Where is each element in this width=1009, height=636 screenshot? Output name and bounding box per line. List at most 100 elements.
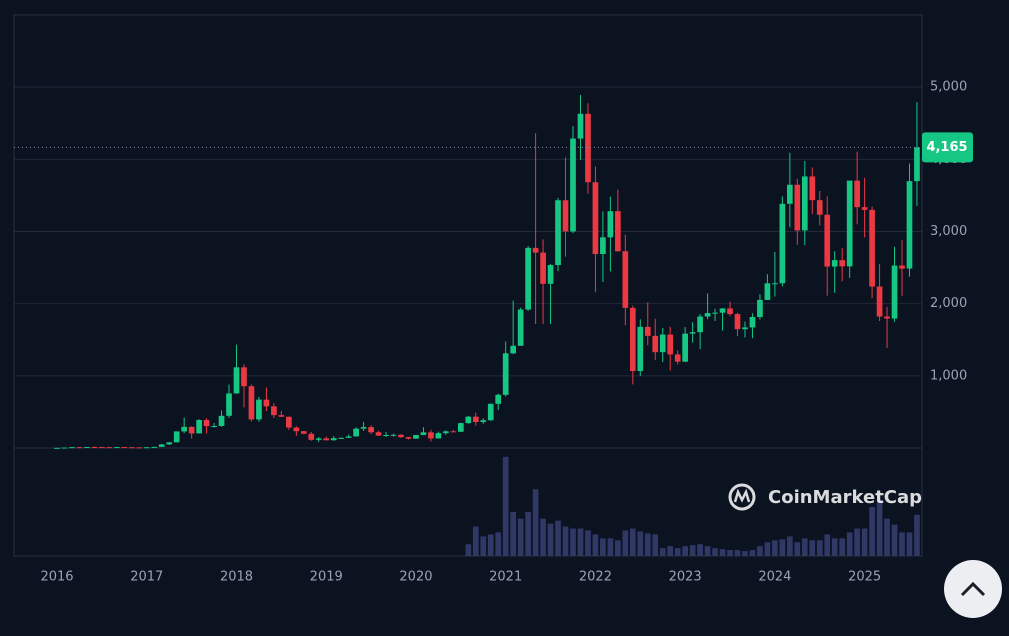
candle-body (457, 423, 464, 432)
candle-body (338, 437, 345, 439)
x-tick-label: 2021 (489, 570, 522, 585)
candle-body (577, 113, 584, 139)
volume-bar (876, 500, 883, 556)
candle-body (121, 447, 128, 449)
x-tick-label: 2020 (399, 570, 432, 585)
candle-body (592, 182, 599, 255)
volume-bar (869, 506, 875, 556)
candle-body (869, 209, 875, 287)
candle-body (749, 317, 756, 328)
volume-bar (592, 534, 599, 556)
candle-body (345, 436, 352, 438)
candle-body (861, 207, 868, 210)
candle-body (674, 354, 681, 362)
candle-body (615, 211, 621, 252)
candle-body (472, 416, 479, 423)
candle-body (719, 308, 726, 313)
candle-body (495, 394, 502, 404)
y-tick-label: 3,000 (930, 224, 967, 239)
x-tick-label: 2016 (40, 570, 73, 585)
candle-body (443, 431, 449, 434)
candle-body (465, 416, 472, 424)
volume-bar (749, 550, 756, 556)
candle-body (884, 316, 890, 319)
candle-body (914, 147, 920, 182)
volume-bar (727, 550, 733, 556)
volume-bar (689, 545, 696, 556)
candle-body (742, 327, 748, 330)
candle-body (480, 420, 487, 423)
candle-body (315, 438, 322, 440)
volume-bar (719, 549, 726, 556)
last-price-label: 4,165 (926, 140, 967, 155)
candle-body (106, 447, 113, 449)
candle-body (794, 184, 801, 231)
candle-body (69, 447, 75, 449)
candle-body (824, 214, 831, 267)
volume-bar (510, 511, 517, 556)
scroll-top-icon[interactable] (960, 581, 986, 597)
volume-bar (809, 540, 816, 556)
candle-body (659, 334, 666, 353)
volume-bar (697, 544, 703, 556)
candle-body (368, 427, 374, 433)
candle-body (600, 237, 606, 255)
x-tick-label: 2023 (669, 570, 702, 585)
x-tick-label: 2025 (848, 570, 881, 585)
candle-body (196, 419, 202, 434)
y-tick-label: 5,000 (930, 80, 967, 95)
candle-body (360, 427, 367, 429)
candle-body (420, 432, 427, 436)
watermark-logo (728, 483, 756, 511)
candle-body (61, 447, 68, 449)
volume-bar (502, 456, 509, 556)
candle-body (502, 353, 509, 395)
volume-bar (555, 520, 561, 556)
volume-bar (540, 518, 546, 556)
watermark-text: CoinMarketCap (768, 487, 922, 508)
candle-body (891, 265, 898, 319)
volume-bar (854, 528, 860, 556)
volume-bar (704, 546, 711, 556)
candle-body (682, 333, 688, 362)
candle-body (54, 447, 60, 449)
candle-body (622, 251, 629, 308)
candle-body (585, 113, 591, 183)
volume-bar (644, 533, 651, 556)
candle-body (84, 446, 90, 448)
candle-body (428, 432, 434, 439)
volume-bar (734, 550, 741, 556)
volume-bar (824, 534, 831, 556)
candle-body (562, 200, 569, 232)
candle-body (532, 247, 539, 253)
y-tick-label: 1,000 (930, 368, 967, 383)
scroll-top-button[interactable] (944, 560, 1002, 618)
x-tick-label: 2017 (130, 570, 163, 585)
candle-body (226, 393, 232, 416)
volume-bar (562, 526, 569, 556)
volume-bar (801, 538, 808, 556)
candle-body (727, 308, 733, 315)
volume-bar (472, 526, 479, 556)
candle-body (712, 312, 718, 314)
scroll-top-circle[interactable] (944, 560, 1002, 618)
candle-body (757, 299, 763, 318)
candle-body (607, 211, 614, 238)
candle-body (854, 180, 860, 208)
candle-body (517, 309, 524, 346)
volume-bar (712, 548, 718, 556)
candle-body (143, 447, 150, 449)
candle-body (300, 431, 307, 434)
volume-bar (667, 546, 674, 556)
candle-body (839, 260, 846, 267)
candle-body (540, 252, 546, 284)
candle-body (398, 434, 404, 438)
volume-bar (884, 518, 890, 556)
candle-body (652, 335, 659, 353)
candle-body (809, 176, 816, 201)
volume-bar (629, 528, 636, 556)
candle-body (435, 433, 442, 439)
volume-bar (577, 528, 584, 556)
